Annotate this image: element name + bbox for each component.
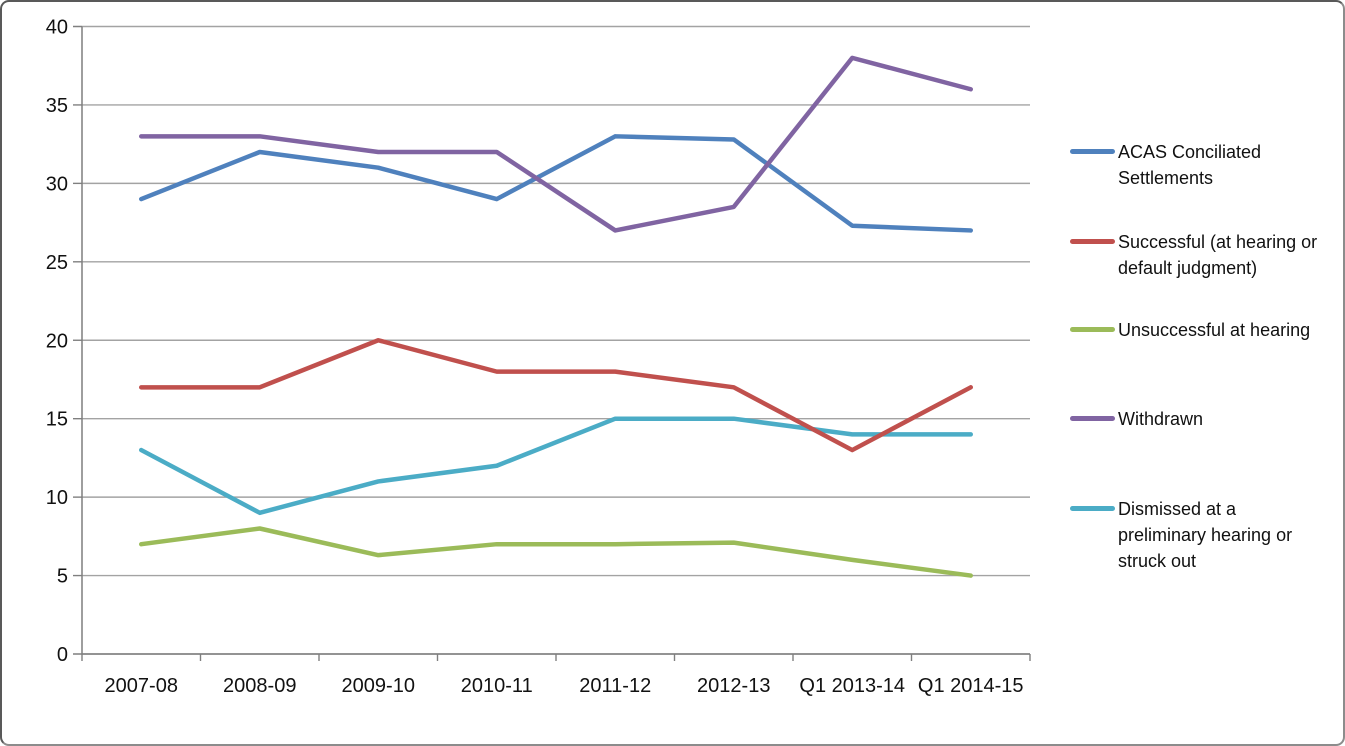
x-axis-tick-label: 2010-11 <box>461 675 533 697</box>
y-axis-tick-label: 10 <box>46 487 68 509</box>
y-axis-tick-label: 30 <box>46 173 68 195</box>
y-axis-tick-label: 25 <box>46 252 68 274</box>
x-axis-tick-label: Q1 2013-14 <box>799 675 905 697</box>
x-axis-tick-label: Q1 2014-15 <box>918 675 1024 697</box>
series-line-successful <box>139 338 973 453</box>
x-axis-tick-label: 2012-13 <box>697 675 770 697</box>
series-line-withdrawn <box>139 55 973 233</box>
y-axis-tick-label: 20 <box>46 330 68 352</box>
x-axis-tick-label: 2011-12 <box>579 675 651 697</box>
series-line-acas <box>139 134 973 233</box>
series-line-dismissed <box>139 416 973 516</box>
series-line-unsuccessful <box>139 526 973 578</box>
y-axis-tick-label: 0 <box>57 644 68 666</box>
y-axis-tick-label: 15 <box>46 409 68 431</box>
x-axis-tick-label: 2007-08 <box>105 675 178 697</box>
y-axis-tick-label: 5 <box>57 566 68 588</box>
y-axis-tick-label: 35 <box>46 95 68 117</box>
x-axis-tick-label: 2009-10 <box>342 675 415 697</box>
x-axis-tick-label: 2008-09 <box>223 675 296 697</box>
y-axis-tick-label: 40 <box>46 17 68 39</box>
